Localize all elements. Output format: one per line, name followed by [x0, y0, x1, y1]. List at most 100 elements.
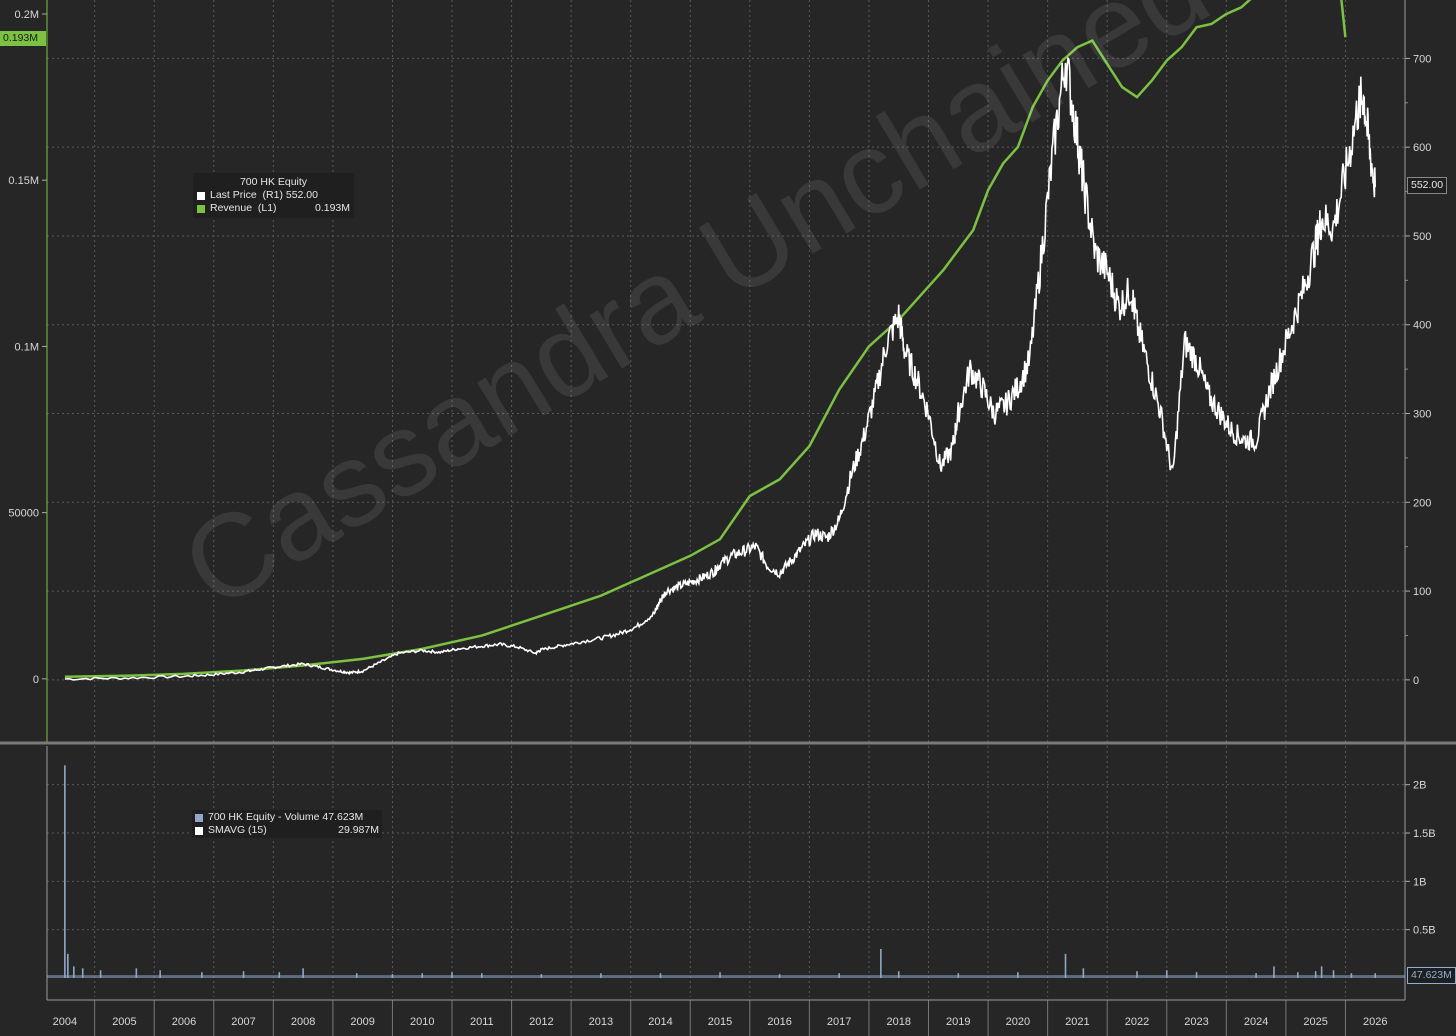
volume-bar — [135, 968, 138, 978]
volume-bar — [159, 970, 161, 978]
volume-bar — [99, 970, 102, 978]
legend-swatch-price — [197, 191, 205, 200]
price-series-line — [64, 56, 1376, 681]
left-axis-tick: 0 — [33, 674, 39, 686]
year-label: 2021 — [1065, 1016, 1089, 1028]
legend-label-revenue: Revenue (L1) — [210, 202, 277, 214]
volume-bar — [64, 765, 66, 978]
right-axis-tick: 600 — [1413, 142, 1431, 154]
year-label: 2015 — [708, 1016, 732, 1028]
year-label: 2013 — [589, 1016, 613, 1028]
volume-axis-tick-labels: 0.5B 1B 1.5B 2B — [1413, 780, 1436, 937]
main-legend: 700 HK Equity Last Price (R1) 552.00 Rev… — [193, 173, 354, 218]
year-label: 2018 — [886, 1016, 910, 1028]
volume-bar — [1136, 971, 1138, 978]
volume-bar — [67, 953, 69, 978]
volume-bar — [1374, 973, 1377, 978]
legend-value-price: 552.00 — [285, 189, 318, 201]
volume-bar — [201, 972, 203, 978]
volume-bar — [1273, 966, 1275, 978]
volume-bar — [480, 973, 483, 978]
volume-bar — [1165, 970, 1168, 978]
volume-bars — [47, 765, 1405, 978]
volume-bar — [1350, 973, 1353, 978]
volume-bar — [1064, 953, 1067, 978]
year-label: 2024 — [1244, 1016, 1268, 1028]
right-axis-tick-labels: 0 100 200 300 400 500 600 700 — [1413, 53, 1431, 686]
legend-value-smavg: 29.987M — [338, 824, 379, 836]
year-label: 2025 — [1303, 1016, 1327, 1028]
volume-bar — [278, 972, 281, 978]
right-axis-tick: 700 — [1413, 53, 1431, 65]
legend-swatch-volume — [195, 813, 203, 822]
volume-axis-tick: 0.5B — [1413, 925, 1436, 937]
volume-axis-tick: 1B — [1413, 876, 1426, 888]
year-label: 2006 — [172, 1016, 196, 1028]
volume-bar — [1255, 973, 1257, 978]
right-axis-tick: 200 — [1413, 497, 1431, 509]
left-axis-tick: 0.2M — [15, 9, 39, 21]
volume-bar — [778, 974, 781, 978]
legend-label-price: Last Price (R1) — [210, 189, 283, 201]
volume-bar — [355, 973, 358, 978]
volume-bar — [838, 973, 840, 978]
volume-bar — [1195, 972, 1198, 978]
right-axis-tick: 100 — [1413, 586, 1431, 598]
volume-axis-tick: 2B — [1413, 780, 1426, 792]
legend-entry-price: Last Price (R1) 552.00 — [197, 189, 350, 202]
volume-bar — [1017, 972, 1019, 978]
volume-bar — [540, 974, 543, 978]
volume-bar — [1082, 968, 1085, 978]
volume-bar — [1296, 972, 1299, 978]
legend-label-volume: 700 HK Equity - Volume — [208, 811, 320, 823]
volume-bar — [957, 973, 960, 978]
volume-bar — [391, 974, 394, 978]
year-label: 2017 — [827, 1016, 851, 1028]
year-label: 2023 — [1184, 1016, 1208, 1028]
volume-panel-grid — [47, 746, 1405, 997]
main-panel-grid — [47, 0, 1405, 742]
year-label: 2011 — [470, 1016, 494, 1028]
right-axis-tick: 300 — [1413, 409, 1431, 421]
legend-label-smavg: SMAVG (15) — [208, 824, 267, 836]
year-label: 2019 — [946, 1016, 970, 1028]
revenue-last-value-tag: 0.193M — [0, 31, 46, 46]
left-axis-tick-labels: 0 50000 0.1M 0.15M 0.2M — [8, 9, 39, 686]
volume-bar — [242, 971, 245, 978]
legend-value-revenue: 0.193M — [314, 202, 350, 214]
left-axis-tick: 0.1M — [15, 341, 39, 353]
volume-bar — [1332, 970, 1335, 978]
year-label: 2026 — [1363, 1016, 1387, 1028]
volume-axis-tick: 1.5B — [1413, 828, 1436, 840]
volume-last-value-tag: 47.623M — [1407, 967, 1456, 984]
legend-header: 700 HK Equity — [239, 176, 308, 188]
year-label: 2005 — [112, 1016, 136, 1028]
volume-bar — [302, 968, 304, 978]
volume-bar — [451, 972, 453, 978]
year-label: 2004 — [53, 1016, 77, 1028]
volume-bar — [600, 973, 602, 978]
revenue-series-line — [64, 0, 1347, 679]
volume-bar — [897, 971, 900, 978]
legend-value-volume: 47.623M — [322, 811, 364, 823]
legend-swatch-smavg — [195, 826, 203, 835]
volume-bar — [880, 949, 882, 978]
year-label: 2009 — [350, 1016, 374, 1028]
volume-legend: 700 HK Equity - Volume 47.623M SMAVG (15… — [192, 810, 382, 838]
left-axis-tick: 0.15M — [8, 175, 39, 187]
left-axis-tick: 50000 — [8, 508, 39, 520]
volume-bar — [81, 968, 84, 978]
year-label: 2022 — [1125, 1016, 1149, 1028]
legend-swatch-revenue — [197, 204, 205, 213]
volume-bar — [421, 973, 424, 978]
volume-bar — [1314, 971, 1317, 978]
year-label: 2016 — [767, 1016, 791, 1028]
year-label: 2007 — [231, 1016, 255, 1028]
right-axis-tick: 0 — [1413, 675, 1419, 687]
volume-bar — [719, 972, 721, 978]
volume-bar — [659, 973, 662, 978]
legend-entry-volume: 700 HK Equity - Volume 47.623M — [195, 811, 379, 824]
year-label: 2012 — [529, 1016, 553, 1028]
